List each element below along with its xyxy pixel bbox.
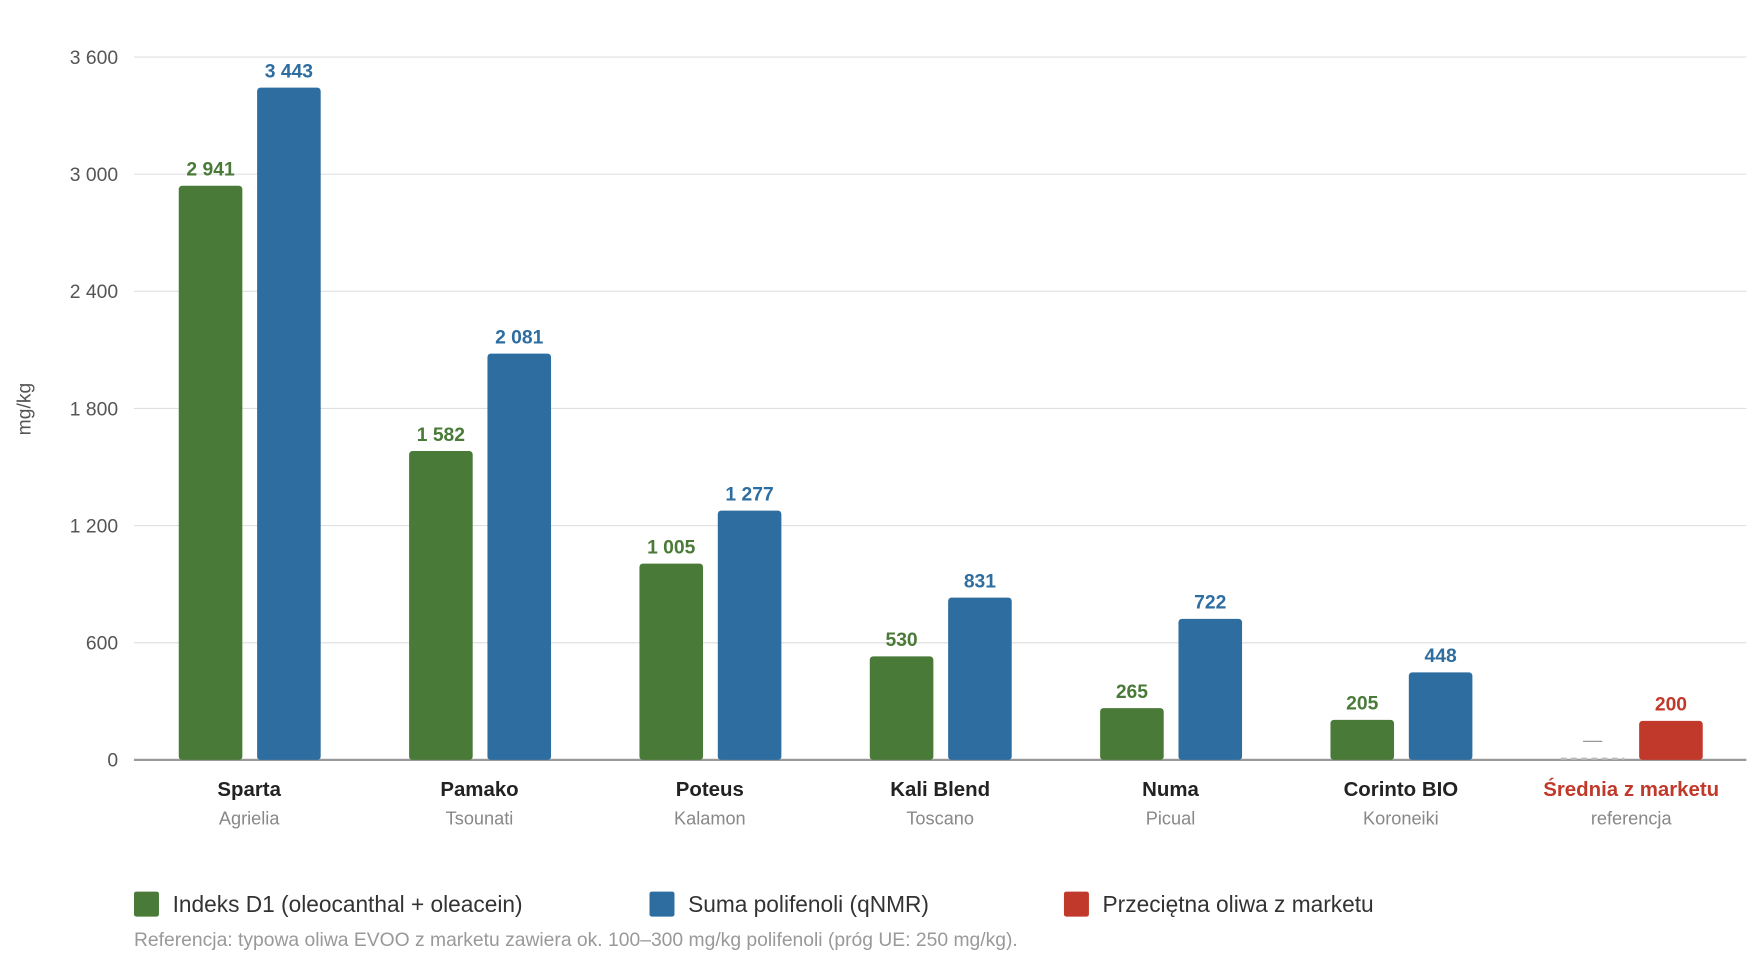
y-tick-label: 600 <box>86 634 118 655</box>
legend-swatch <box>133 891 159 917</box>
legend-label: Indeks D1 (oleocanthal + oleacein) <box>173 891 523 917</box>
bar <box>1100 708 1164 760</box>
value-label: 200 <box>1655 695 1687 716</box>
legend-swatch <box>1063 891 1089 917</box>
value-label: 1 005 <box>647 537 696 558</box>
bar <box>869 656 934 760</box>
x-tick-label: Sparta <box>217 779 281 801</box>
x-tick-sublabel: Tsounati <box>446 809 514 829</box>
bar <box>1330 719 1395 760</box>
bar <box>487 353 552 760</box>
value-label: 448 <box>1425 646 1457 667</box>
value-label: 3 443 <box>265 61 314 82</box>
value-label: 1 582 <box>417 425 465 446</box>
bar <box>409 451 473 760</box>
legend-label: Suma polifenoli (qNMR) <box>688 891 929 917</box>
legend-label: Przeciętna oliwa z marketu <box>1103 891 1374 917</box>
bar <box>1408 672 1473 760</box>
x-tick-label: Poteus <box>676 779 744 801</box>
x-tick-label: Kali Blend <box>890 779 990 801</box>
x-tick-label: Corinto BIO <box>1344 779 1459 801</box>
footnote: Referencja: typowa oliwa EVOO z marketu … <box>134 930 1018 951</box>
x-tick-sublabel: Koroneiki <box>1363 809 1439 829</box>
value-label: 2 081 <box>495 327 544 348</box>
x-tick-sublabel: Picual <box>1146 809 1195 829</box>
value-label: 1 277 <box>725 484 773 505</box>
value-label: 722 <box>1194 593 1226 614</box>
x-tick-label: Pamako <box>440 779 518 801</box>
value-label: 530 <box>885 630 917 651</box>
x-tick-sublabel: Agrielia <box>219 809 280 829</box>
bar <box>257 87 321 760</box>
x-tick-sublabel: referencja <box>1591 809 1673 829</box>
y-axis-label: mg/kg <box>15 383 36 436</box>
bar <box>1178 618 1243 760</box>
y-tick-label: 1 800 <box>70 399 118 420</box>
value-label: 831 <box>964 571 996 592</box>
legend-swatch <box>649 891 675 917</box>
y-tick-label: 0 <box>107 751 118 772</box>
bar <box>1639 720 1703 760</box>
value-label: — <box>1583 730 1603 751</box>
x-tick-sublabel: Toscano <box>906 809 974 829</box>
x-tick-label: Numa <box>1142 779 1199 801</box>
x-tick-label: Średnia z marketu <box>1543 777 1719 801</box>
value-label: 2 941 <box>186 159 235 180</box>
bar <box>639 563 704 760</box>
bar <box>717 510 782 760</box>
y-tick-label: 2 400 <box>70 282 118 303</box>
y-tick-label: 1 200 <box>70 516 118 537</box>
x-tick-sublabel: Kalamon <box>674 809 746 829</box>
bar <box>178 185 243 760</box>
value-label: 205 <box>1346 694 1378 715</box>
y-tick-label: 3 600 <box>70 48 118 69</box>
value-label: 265 <box>1116 682 1148 703</box>
bar <box>948 597 1012 760</box>
y-tick-label: 3 000 <box>70 165 118 186</box>
